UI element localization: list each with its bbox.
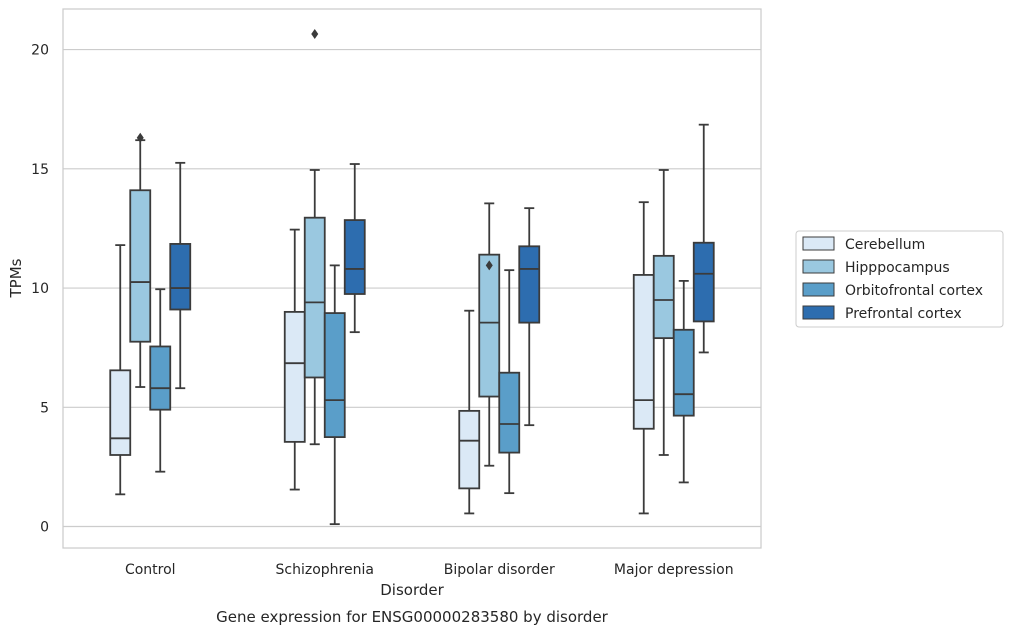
legend-label: Orbitofrontal cortex	[845, 283, 983, 299]
y-tick-label: 15	[31, 162, 49, 178]
legend-swatch	[802, 236, 835, 251]
y-tick-label: 20	[31, 43, 49, 59]
legend: Cerebellum Hipppocampus Orbitofrontal cort…	[795, 230, 1004, 328]
box-body	[632, 274, 655, 430]
box-group	[149, 288, 172, 473]
x-axis-label: Disorder	[380, 581, 444, 599]
x-tick-label: Control	[125, 562, 176, 578]
y-tick-label: 5	[40, 400, 49, 416]
legend-label: Cerebellum	[845, 237, 925, 253]
box-body	[149, 345, 172, 411]
outlier-point	[311, 29, 319, 40]
box-body	[343, 219, 366, 295]
box-body	[323, 312, 346, 438]
box-group	[323, 264, 346, 526]
box-body	[652, 254, 675, 340]
box-marks	[109, 29, 715, 526]
y-tick-label: 10	[31, 281, 49, 297]
box-body	[518, 245, 541, 324]
box-group	[169, 161, 192, 390]
box-body	[129, 189, 152, 343]
legend-swatch	[802, 259, 835, 274]
plot-frame	[62, 8, 762, 549]
box-group	[672, 279, 695, 484]
x-tick-label: Major depression	[614, 562, 734, 578]
box-group	[632, 201, 655, 515]
box-body	[672, 328, 695, 417]
box-group	[498, 269, 521, 495]
y-axis-label: TPMs	[7, 258, 25, 298]
legend-swatch	[802, 305, 835, 320]
legend-frame	[795, 230, 1004, 328]
box-group	[283, 228, 306, 491]
box-group	[303, 29, 326, 446]
x-tick-label: Bipolar disorder	[444, 562, 555, 578]
box-group	[692, 123, 715, 354]
x-tick-label: Schizophrenia	[276, 562, 374, 578]
box-body	[498, 371, 521, 454]
box-group	[458, 309, 481, 515]
box-group	[109, 244, 132, 496]
box-body	[303, 216, 326, 379]
box-body	[478, 253, 501, 398]
y-axis-ticks: 0 5 10 15 20	[31, 43, 49, 536]
box-body	[692, 241, 715, 323]
box-body	[458, 409, 481, 490]
box-body	[109, 369, 132, 456]
box-group	[343, 163, 366, 334]
outlier-point	[485, 260, 493, 271]
legend-label: Hipppocampus	[845, 260, 950, 276]
box-group	[518, 207, 541, 427]
box-body	[169, 243, 192, 311]
box-group	[129, 132, 152, 388]
legend-swatch	[802, 282, 835, 297]
chart-caption: Gene expression for ENSG00000283580 by d…	[216, 608, 609, 626]
box-body	[283, 310, 306, 443]
box-group	[478, 202, 501, 467]
legend-label: Prefrontal cortex	[845, 306, 962, 322]
outlier-point	[136, 132, 144, 143]
x-axis-ticks: Control Schizophrenia Bipolar disorder Majo…	[125, 562, 734, 578]
y-tick-label: 0	[40, 520, 49, 536]
box-group	[652, 169, 675, 456]
